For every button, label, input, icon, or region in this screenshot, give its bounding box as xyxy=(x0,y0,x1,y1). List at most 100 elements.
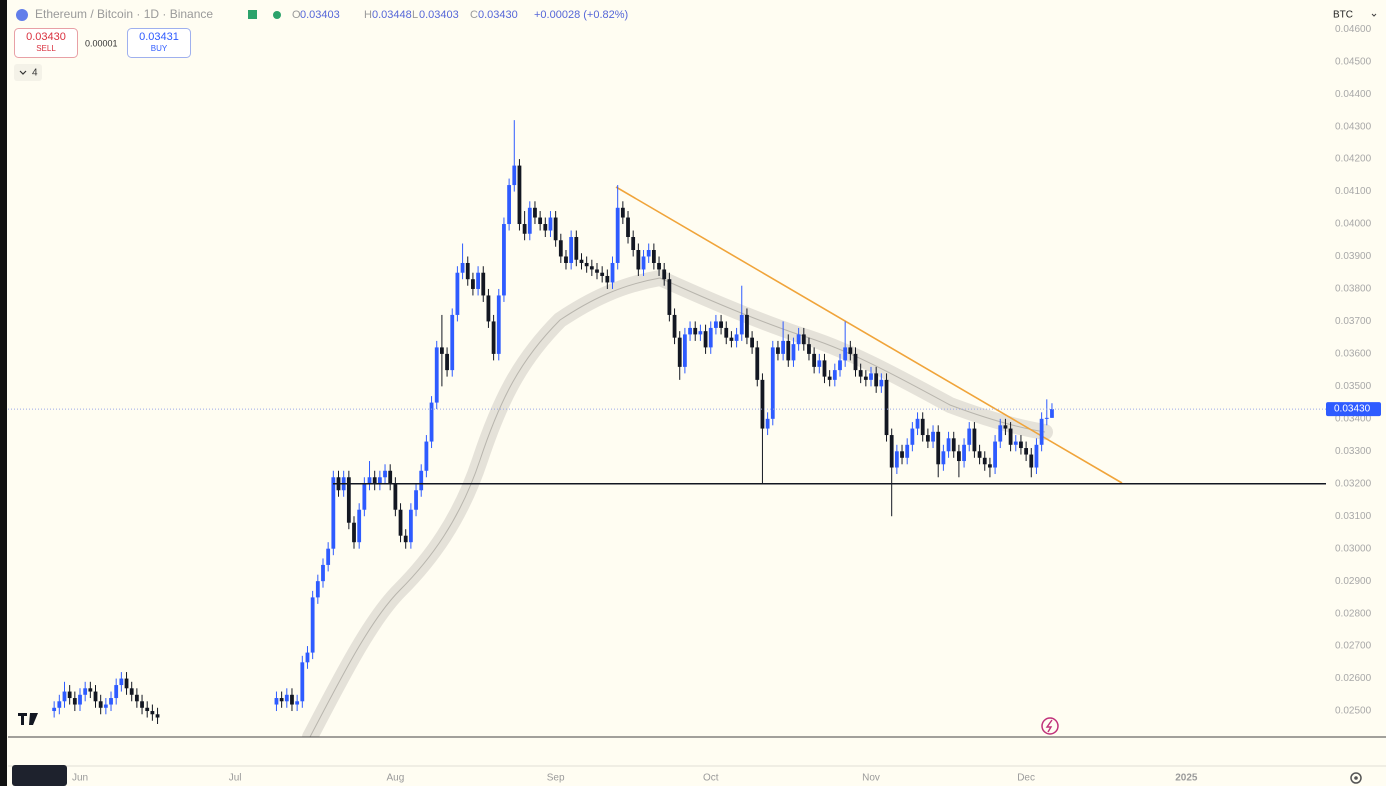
change-value: +0.00028 (+0.82%) xyxy=(534,9,628,21)
candle-body xyxy=(791,344,796,361)
candle-body xyxy=(300,662,305,702)
x-tick-label: Oct xyxy=(703,773,719,784)
y-tick-label: 0.03700 xyxy=(1335,316,1372,327)
sell-price[interactable]: 0.03430 xyxy=(26,31,66,43)
candle-body xyxy=(124,678,129,689)
candle-body xyxy=(858,370,863,377)
low-label: L xyxy=(412,9,418,21)
y-tick-label: 0.02900 xyxy=(1335,576,1372,587)
candle-body xyxy=(631,237,636,250)
high-label: H xyxy=(364,9,372,21)
settings-icon[interactable] xyxy=(1350,772,1362,784)
candle-body xyxy=(522,224,527,234)
candle-body xyxy=(543,224,548,231)
sell-button[interactable]: 0.03430 SELL xyxy=(14,28,78,58)
candle-body xyxy=(863,376,868,380)
candle-body xyxy=(703,331,708,348)
candle-body xyxy=(662,269,667,280)
candle-body xyxy=(610,262,615,283)
candle-body xyxy=(517,165,522,225)
candle-body xyxy=(119,678,124,686)
candle-body xyxy=(284,694,289,702)
candle-body xyxy=(377,477,382,484)
buy-box[interactable] xyxy=(127,28,191,58)
candle-body xyxy=(760,379,765,429)
buy-price[interactable]: 0.03431 xyxy=(139,31,179,43)
low-value: 0.03403 xyxy=(419,9,459,21)
sell-label[interactable]: SELL xyxy=(36,44,56,53)
candle-body xyxy=(838,360,842,371)
candle-body xyxy=(553,217,558,241)
sell-box[interactable] xyxy=(14,28,78,58)
y-tick-label: 0.03900 xyxy=(1335,251,1372,262)
x-tick-label: Jun xyxy=(72,773,88,784)
lightning-icon[interactable] xyxy=(1041,717,1059,735)
candle-body xyxy=(507,185,512,225)
indicators-box[interactable] xyxy=(14,64,42,81)
candle-body xyxy=(693,327,698,335)
candle-body xyxy=(383,470,387,478)
candle-body xyxy=(636,249,641,270)
candle-body xyxy=(708,327,713,348)
y-tick-label: 0.02500 xyxy=(1335,706,1372,717)
candle-body xyxy=(931,431,935,442)
candle-body xyxy=(569,237,574,263)
candle-body xyxy=(1050,409,1054,418)
candle-body xyxy=(796,334,801,345)
x-tick-label: Jul xyxy=(229,773,242,784)
candle-body xyxy=(357,509,362,543)
left-edge xyxy=(0,0,7,786)
candle-body xyxy=(279,698,284,702)
currency[interactable]: BTC xyxy=(1333,10,1353,21)
symbol-title: Ethereum / Bitcoin · 1D · Binance xyxy=(35,7,213,21)
candle-body xyxy=(657,262,661,270)
trend-line xyxy=(615,186,1123,484)
candle-body xyxy=(558,240,563,257)
candle-body xyxy=(403,535,408,543)
candle-body xyxy=(305,652,310,663)
candle-body xyxy=(714,321,718,328)
indicators-toggle[interactable]: 4 xyxy=(14,64,42,81)
candle-body xyxy=(936,431,941,465)
candle-body xyxy=(672,314,677,338)
y-tick-label: 0.04400 xyxy=(1335,89,1372,100)
y-tick-label: 0.02700 xyxy=(1335,641,1372,652)
candle-body xyxy=(533,207,537,218)
candle-body xyxy=(972,428,977,452)
toolbar-button[interactable] xyxy=(12,765,67,786)
plot-area xyxy=(8,120,1326,737)
candle-body xyxy=(957,451,961,462)
chevron xyxy=(19,70,27,75)
candle-body xyxy=(698,331,703,335)
candle-body xyxy=(776,347,780,354)
candle-body xyxy=(574,237,579,260)
candle-body xyxy=(894,451,899,468)
candle-body xyxy=(134,694,139,702)
candle-body xyxy=(755,347,760,380)
buy-button[interactable]: 0.03431 BUY xyxy=(127,28,191,58)
candle-body xyxy=(988,464,992,468)
open-label: O xyxy=(292,9,301,21)
high-value: 0.03448 xyxy=(372,9,412,21)
y-tick-label: 0.04300 xyxy=(1335,121,1372,132)
candle-body xyxy=(910,428,915,445)
candle-body xyxy=(346,477,351,523)
y-tick-label: 0.03300 xyxy=(1335,446,1372,457)
buy-label[interactable]: BUY xyxy=(151,44,168,53)
market-status xyxy=(273,11,281,19)
candle-body xyxy=(460,262,465,273)
spread: 0.00001 xyxy=(85,38,118,48)
candle-body xyxy=(739,314,744,335)
x-tick-label: 2025 xyxy=(1175,773,1198,784)
candle-body xyxy=(1008,428,1013,445)
close-value: 0.03430 xyxy=(478,9,518,21)
candle-body xyxy=(331,477,336,549)
candle-body xyxy=(719,321,723,328)
currency-dropdown[interactable]: BTC xyxy=(1326,4,1382,26)
candle-body xyxy=(486,295,491,322)
candle-body xyxy=(889,435,894,468)
indicators-count[interactable]: 4 xyxy=(32,68,38,79)
currency-box[interactable] xyxy=(1326,4,1382,26)
